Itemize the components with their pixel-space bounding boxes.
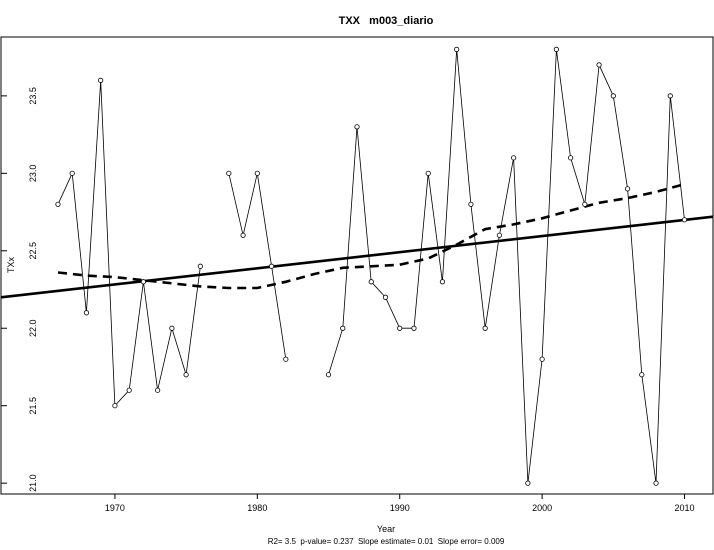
trend-line (0, 215, 714, 299)
data-point (681, 217, 688, 223)
data-point (511, 155, 517, 161)
data-point (197, 263, 203, 269)
data-point (525, 480, 531, 486)
chart-title: TXX m003_diario (339, 15, 434, 27)
data-point (411, 325, 417, 331)
data-point (439, 279, 446, 285)
data-point (482, 325, 488, 331)
data-point (354, 124, 360, 130)
x-tick-label: 1970 (105, 503, 125, 513)
data-point (340, 325, 346, 331)
data-point (553, 46, 559, 52)
data-point (283, 356, 289, 362)
chart-subtitle: R2= 3.5 p-value= 0.237 Slope estimate= 0… (268, 537, 505, 546)
x-tick-label: 1980 (247, 503, 267, 513)
data-point (610, 93, 616, 99)
data-point (183, 372, 189, 378)
y-tick-label: 22.5 (28, 242, 38, 260)
data-point (567, 155, 574, 161)
data-point (582, 201, 588, 207)
data-point (83, 310, 90, 316)
y-tick-label: 23.0 (28, 165, 38, 183)
data-point (539, 356, 545, 362)
data-point (397, 325, 403, 331)
data-point (596, 62, 602, 68)
x-tick-label: 1990 (390, 503, 410, 513)
data-point (368, 279, 374, 285)
data-point (653, 480, 659, 486)
data-point (382, 294, 389, 300)
data-point (496, 232, 502, 238)
data-point (98, 77, 104, 83)
y-axis: 21.0 21.5 22.0 22.5 23.0 23.5 (1, 87, 38, 492)
x-axis: 1970 1980 1990 2000 2010 (105, 494, 695, 513)
series-layer (0, 46, 714, 486)
x-tick-label: 2010 (675, 503, 695, 513)
data-point (240, 232, 246, 238)
y-tick-label: 22.0 (28, 319, 38, 337)
y-tick-label: 21.5 (28, 397, 38, 415)
y-tick-label: 23.5 (28, 87, 38, 105)
data-point (55, 201, 61, 207)
data-point (325, 372, 332, 378)
data-point (624, 186, 631, 192)
x-axis-label: Year (377, 524, 395, 534)
data-point (112, 403, 118, 409)
data-point (254, 170, 260, 176)
data-point (667, 93, 673, 99)
y-axis-label: TXx (6, 257, 16, 274)
data-point (268, 263, 275, 269)
data-point (454, 46, 460, 52)
data-point (226, 170, 232, 176)
data-point (425, 170, 431, 176)
y-tick-label: 21.0 (28, 474, 38, 492)
x-tick-label: 2000 (532, 503, 552, 513)
data-point (69, 170, 75, 176)
data-point (468, 201, 474, 207)
data-point (639, 372, 645, 378)
data-point (169, 325, 175, 331)
plot-area-frame (0, 36, 714, 495)
smooth-dashed-line (57, 182, 685, 290)
data-point (140, 279, 146, 285)
data-point (126, 387, 132, 393)
data-point (155, 387, 161, 393)
